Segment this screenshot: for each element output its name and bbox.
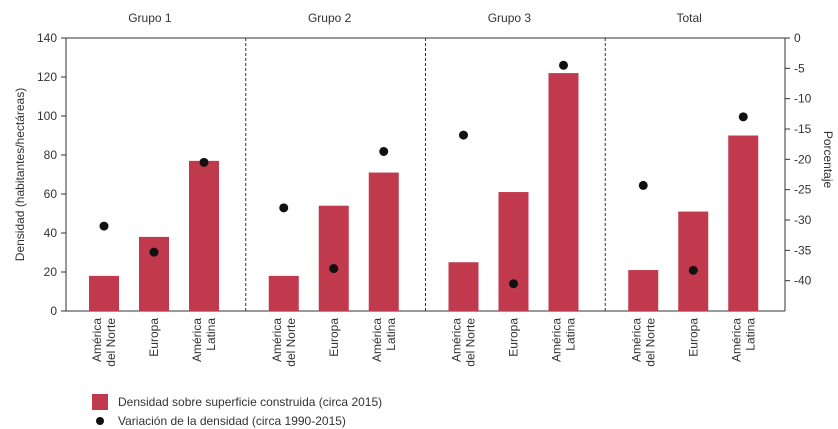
data-point <box>738 112 748 122</box>
legend-swatch-point <box>96 417 104 425</box>
group-label: Grupo 1 <box>128 11 172 25</box>
bar <box>268 275 299 311</box>
left-tick-label: 0 <box>50 304 57 318</box>
left-tick-label: 140 <box>37 31 57 45</box>
right-tick-label: -15 <box>794 122 812 136</box>
right-tick-label: -25 <box>794 183 812 197</box>
x-tick-label-line: del Norte <box>643 318 657 367</box>
group-label: Grupo 2 <box>308 11 352 25</box>
x-tick-label-line: América <box>729 318 743 362</box>
right-tick-label: 0 <box>794 31 801 45</box>
legend-label-point: Variación de la densidad (circa 1990-201… <box>118 414 346 428</box>
x-tick-label-line: del Norte <box>104 318 118 367</box>
right-tick-label: -30 <box>794 213 812 227</box>
right-tick-label: -35 <box>794 243 812 257</box>
left-tick-label: 80 <box>44 148 58 162</box>
y2-axis-title: Porcentaje <box>821 131 835 189</box>
data-point <box>379 146 389 156</box>
right-tick-label: -5 <box>794 61 805 75</box>
x-tick-label: Europa <box>147 318 161 357</box>
legend-swatch-bar <box>92 394 108 410</box>
x-tick-label: AméricaLatina <box>550 318 578 362</box>
x-tick-label-line: del Norte <box>464 318 478 367</box>
bar <box>89 275 119 311</box>
left-tick-label: 60 <box>44 187 58 201</box>
left-tick-label: 40 <box>44 226 58 240</box>
x-tick-label-line: América <box>270 318 284 362</box>
x-tick-label-line: Europa <box>327 318 341 357</box>
data-point <box>149 247 159 257</box>
x-tick-label: Europa <box>507 318 521 357</box>
left-tick-label: 120 <box>37 70 57 84</box>
bar <box>628 270 659 311</box>
x-tick-label: AméricaLatina <box>729 318 757 362</box>
group-label: Grupo 3 <box>488 11 532 25</box>
x-tick-label-line: América <box>190 318 204 362</box>
x-tick-label-line: Latina <box>564 318 578 351</box>
right-tick-label: -20 <box>794 152 812 166</box>
data-point <box>688 265 698 275</box>
x-tick-label: Américadel Norte <box>629 318 657 367</box>
bar <box>678 211 709 311</box>
x-tick-label-line: Europa <box>147 318 161 357</box>
x-tick-label-line: América <box>450 318 464 362</box>
data-point <box>559 60 568 70</box>
x-tick-label-line: América <box>90 318 104 362</box>
data-point <box>459 130 468 140</box>
bar <box>189 160 219 311</box>
data-point <box>329 264 339 274</box>
right-tick-label: -40 <box>794 274 812 288</box>
legend-label-bar: Densidad sobre superficie construida (ci… <box>118 395 382 409</box>
data-point <box>279 203 289 213</box>
x-tick-label: Américadel Norte <box>450 318 478 367</box>
x-tick-label-line: América <box>370 318 384 362</box>
x-tick-label-line: del Norte <box>284 318 298 367</box>
x-tick-label-line: América <box>550 318 564 362</box>
bar <box>548 73 579 311</box>
right-tick-label: -10 <box>794 92 812 106</box>
data-point <box>638 180 648 190</box>
x-tick-label: Europa <box>686 318 700 357</box>
data-point <box>199 157 209 167</box>
left-tick-label: 100 <box>37 109 57 123</box>
x-tick-label-line: Latina <box>743 318 757 351</box>
x-tick-label: AméricaLatina <box>190 318 218 362</box>
bar <box>448 262 479 311</box>
data-point <box>509 279 518 289</box>
x-tick-label-line: Latina <box>204 318 218 351</box>
bar <box>728 135 759 311</box>
bar <box>368 172 399 311</box>
x-tick-label: AméricaLatina <box>370 318 398 362</box>
x-tick-label: Américadel Norte <box>270 318 298 367</box>
bar <box>498 192 529 311</box>
x-tick-label: Europa <box>327 318 341 357</box>
bar <box>318 205 349 311</box>
y-axis-title: Densidad (habitantes/hectáreas) <box>13 88 27 261</box>
x-tick-label-line: Europa <box>507 318 521 357</box>
x-tick-label-line: América <box>629 318 643 362</box>
data-point <box>99 221 109 231</box>
group-label: Total <box>676 11 701 25</box>
x-tick-label-line: Latina <box>384 318 398 351</box>
x-tick-label-line: Europa <box>686 318 700 357</box>
left-tick-label: 20 <box>44 265 58 279</box>
x-tick-label: Américadel Norte <box>90 318 118 367</box>
